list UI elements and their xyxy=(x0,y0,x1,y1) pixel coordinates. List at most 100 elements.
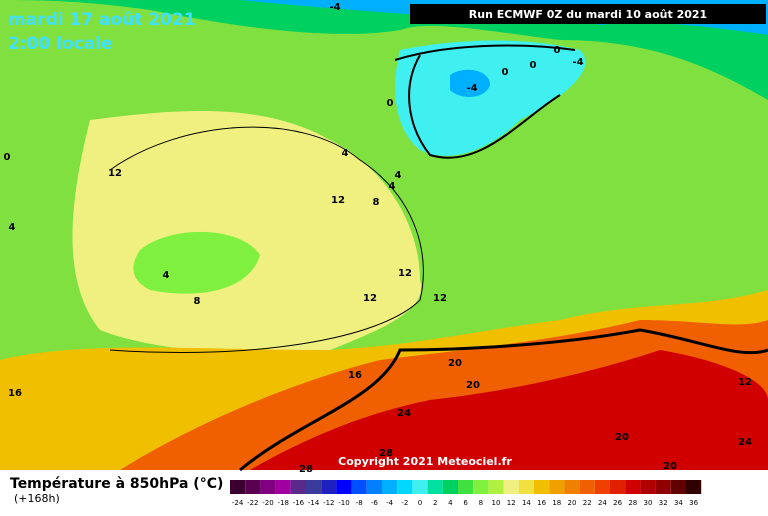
colorbar-label: 22 xyxy=(583,499,592,507)
isotherm-20 xyxy=(239,328,768,472)
contour-label: -4 xyxy=(466,83,477,94)
colorbar-label: -14 xyxy=(308,499,320,507)
contour-label: 24 xyxy=(738,437,752,448)
colorbar-swatch xyxy=(686,480,702,494)
colorbar-swatch xyxy=(610,480,626,494)
colorbar-swatch xyxy=(473,480,489,494)
colorbar-label: -10 xyxy=(338,499,349,507)
colorbar-label: 8 xyxy=(479,499,483,507)
map: Run ECMWF 0Z du mardi 10 août 2021 mardi… xyxy=(0,0,768,475)
run-banner xyxy=(410,4,766,24)
colorbar-swatch xyxy=(306,480,322,494)
colorbar-swatch xyxy=(564,480,580,494)
colorbar-label: 0 xyxy=(418,499,422,507)
colorbar-swatch xyxy=(670,480,686,494)
contour-label: 28 xyxy=(299,464,313,475)
colorbar-label: 34 xyxy=(674,499,683,507)
colorbar-swatch xyxy=(382,480,398,494)
colorbar-swatch xyxy=(518,480,534,494)
colorbar-label: -8 xyxy=(356,499,363,507)
contour-label: 8 xyxy=(373,197,380,208)
colorbar-swatch xyxy=(245,480,261,494)
contour-label: 12 xyxy=(433,293,447,304)
colorbar-swatch xyxy=(412,480,428,494)
legend-title: Température à 850hPa (°C) xyxy=(10,476,223,492)
contour-label: 24 xyxy=(397,408,411,419)
legend-subtitle: (+168h) xyxy=(14,492,60,505)
colorbar-label: 14 xyxy=(522,499,531,507)
colorbar-label: 16 xyxy=(537,499,546,507)
zone-cold-core xyxy=(450,69,490,97)
colorbar-swatch xyxy=(275,480,291,494)
zone-cold-pool xyxy=(395,40,586,156)
contour-label: 0 xyxy=(502,67,509,78)
colorbar-label: -18 xyxy=(277,499,288,507)
colorbar-label: 24 xyxy=(598,499,607,507)
contour-label: 20 xyxy=(466,380,480,391)
colorbar-swatch xyxy=(549,480,565,494)
colorbar-swatch xyxy=(458,480,474,494)
colorbar-swatch xyxy=(503,480,519,494)
run-label: Run ECMWF 0Z du mardi 10 août 2021 xyxy=(469,8,707,21)
colorbar-label: -16 xyxy=(293,499,305,507)
colorbar-swatch xyxy=(351,480,367,494)
contour-label: 28 xyxy=(379,448,393,459)
contour-label: 8 xyxy=(194,296,201,307)
colorbar-label: 32 xyxy=(659,499,668,507)
contour-label: 20 xyxy=(615,432,629,443)
colorbar-swatch xyxy=(625,480,641,494)
colorbar-swatch xyxy=(336,480,352,494)
colorbar-label: -24 xyxy=(232,499,244,507)
zone-mild xyxy=(72,111,422,354)
contour-label: 0 xyxy=(387,98,394,109)
contour-label: 0 xyxy=(554,45,561,56)
isotherm-12 xyxy=(109,126,424,354)
forecast-time: 2:00 locale xyxy=(8,34,113,54)
contour-label: 4 xyxy=(395,170,402,181)
colorbar-swatch xyxy=(488,480,504,494)
contour-label: 4 xyxy=(163,270,170,281)
colorbar-swatch xyxy=(366,480,382,494)
colorbar-label: -6 xyxy=(371,499,379,507)
colorbar-label: -20 xyxy=(262,499,273,507)
contour-label: 12 xyxy=(738,377,752,388)
colorbar-swatch xyxy=(290,480,306,494)
colorbar-swatch xyxy=(534,480,550,494)
contour-label: 16 xyxy=(348,370,362,381)
contour-label: -4 xyxy=(329,2,340,13)
colorbar-swatch xyxy=(230,480,246,494)
colorbar-swatch xyxy=(594,480,610,494)
contour-label: 4 xyxy=(342,148,349,159)
colorbar-swatch xyxy=(321,480,337,494)
contour-label: 12 xyxy=(108,168,122,179)
colorbar-label: 36 xyxy=(689,499,698,507)
colorbar-label: 26 xyxy=(613,499,622,507)
colorbar-label: -2 xyxy=(401,499,408,507)
colorbar-label: -12 xyxy=(323,499,334,507)
colorbar-label: -4 xyxy=(386,499,394,507)
colorbar-label: 12 xyxy=(507,499,516,507)
colorbar-swatch xyxy=(579,480,595,494)
copyright: Copyright 2021 Meteociel.fr xyxy=(338,455,512,468)
colorbar-label: 18 xyxy=(552,499,561,507)
colorbar-swatch xyxy=(442,480,458,494)
contour-label: 0 xyxy=(4,152,11,163)
contour-label: 12 xyxy=(398,268,412,279)
contour-label: 20 xyxy=(663,461,677,472)
zone-cool xyxy=(0,0,768,100)
forecast-date: mardi 17 août 2021 xyxy=(8,10,196,30)
colorbar: -24 -22 -20 -18 -16 -14 -12 -10 -8 -6 -4 -2 0 2 4 6 8 10 1… xyxy=(230,480,702,507)
colorbar-label: 6 xyxy=(463,499,468,507)
colorbar-swatch xyxy=(260,480,276,494)
colorbar-swatch xyxy=(640,480,656,494)
colorbar-label: 2 xyxy=(433,499,437,507)
colorbar-label: 4 xyxy=(448,499,453,507)
colorbar-label: 30 xyxy=(644,499,653,507)
zone-very-hot xyxy=(250,350,768,470)
colorbar-label: 10 xyxy=(492,499,501,507)
colorbar-swatch xyxy=(397,480,413,494)
contour-label: 4 xyxy=(9,222,16,233)
contour-label: 0 xyxy=(530,60,537,71)
